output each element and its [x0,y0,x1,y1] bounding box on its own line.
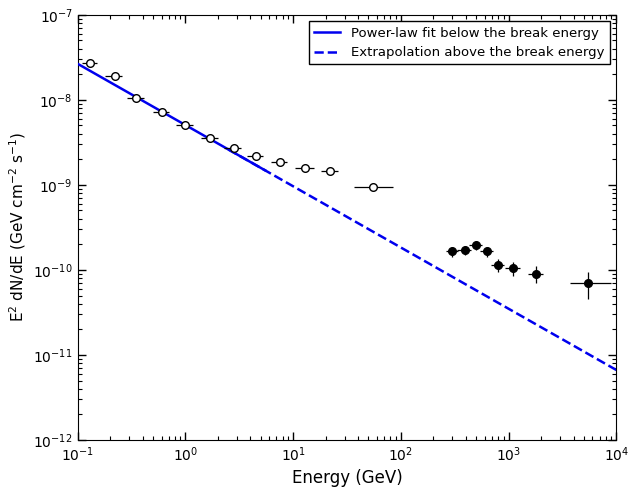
Extrapolation above the break energy [506,307,514,313]
Power-law fit below the break energy [261,167,269,173]
Legend: Power-law fit below the break energy, Extrapolation above the break energy: Power-law fit below the break energy, Ex… [309,21,610,65]
Extrapolation above the break energy [378,234,386,240]
Power-law fit below the break energy [232,151,240,157]
Power-law fit below the break energy [185,124,193,130]
Extrapolation above the break energy [351,218,359,224]
Extrapolation above the break energy [469,285,476,291]
Power-law fit below the break energy [244,158,251,164]
Power-law fit below the break energy [74,61,81,67]
Extrapolation above the break energy [225,146,232,152]
Extrapolation above the break energy [271,173,279,179]
Power-law fit below the break energy [186,124,193,130]
Power-law fit below the break energy [74,61,82,67]
Line: Power-law fit below the break energy: Power-law fit below the break energy [78,64,265,170]
Extrapolation above the break energy [504,306,512,312]
X-axis label: Energy (GeV): Energy (GeV) [292,469,403,487]
Line: Extrapolation above the break energy: Extrapolation above the break energy [228,149,616,370]
Y-axis label: E$^2$ dN/dE (GeV cm$^{-2}$ s$^{-1}$): E$^2$ dN/dE (GeV cm$^{-2}$ s$^{-1}$) [7,132,27,323]
Extrapolation above the break energy [612,367,620,373]
Power-law fit below the break energy [189,126,197,132]
